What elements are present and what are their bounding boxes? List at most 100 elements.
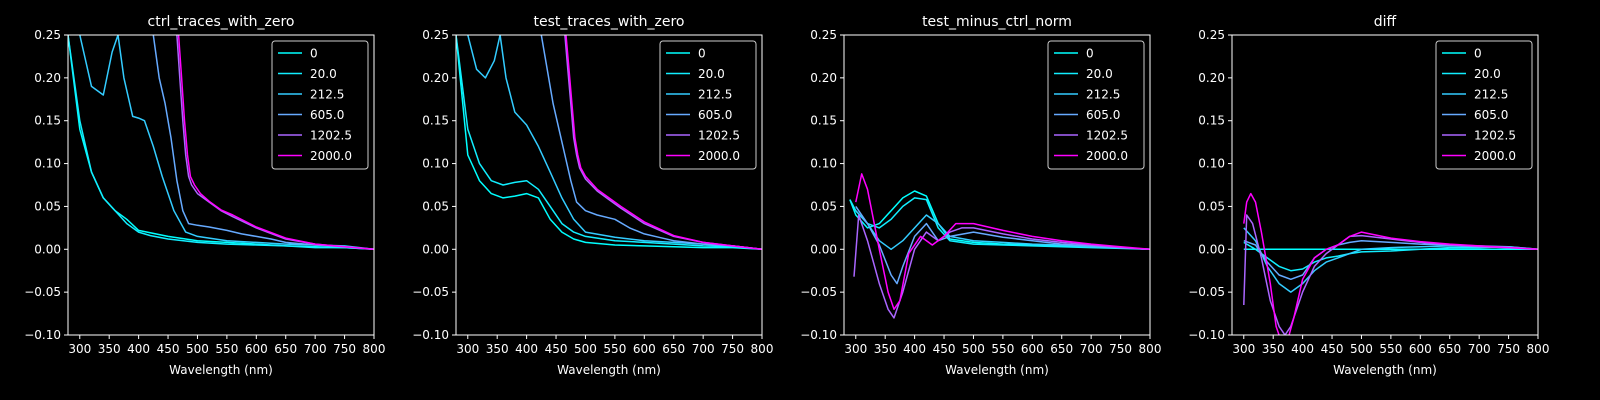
y-tick-label: 0.00	[1198, 242, 1225, 256]
y-tick-label: 0.15	[1198, 114, 1225, 128]
legend-label: 212.5	[1474, 88, 1508, 102]
series-line-4	[1243, 214, 1538, 335]
legend-label: 605.0	[1086, 108, 1120, 122]
legend-label: 1202.5	[1086, 129, 1128, 143]
x-tick-label: 450	[1321, 342, 1344, 356]
x-tick-label: 600	[1021, 342, 1044, 356]
x-tick-label: 800	[1139, 342, 1162, 356]
chart-title: test_traces_with_zero	[534, 14, 685, 30]
axes-frame	[67, 34, 375, 336]
x-tick-label: 700	[692, 342, 715, 356]
x-tick-label: 700	[1468, 342, 1491, 356]
legend: 0 20.0 212.5 605.0 1202.5 2000.0	[659, 40, 757, 170]
y-tick-label: 0.10	[34, 157, 61, 171]
y-tick-label: 0.05	[1198, 199, 1225, 213]
legend-label: 1202.5	[1474, 129, 1516, 143]
y-tick-label: 0.25	[34, 28, 61, 42]
series-group	[456, 35, 762, 251]
y-tick-label: 0.25	[810, 28, 837, 42]
chart-panel-2: 300 350 400 450 500 550 600 650 700 750 800 −0.10 −0…	[800, 14, 1161, 377]
x-axis-label: Wavelength (nm)	[945, 363, 1049, 377]
x-tick-label: 450	[157, 342, 180, 356]
series-line-5	[855, 173, 1150, 311]
x-tick-label: 400	[903, 342, 926, 356]
x-tick-label: 650	[1050, 342, 1073, 356]
series-line-5	[1243, 192, 1538, 335]
y-tick-label: 0.00	[422, 242, 449, 256]
x-tick-label: 600	[633, 342, 656, 356]
x-tick-label: 650	[662, 342, 685, 356]
series-line-3	[152, 35, 374, 251]
x-tick-label: 750	[721, 342, 744, 356]
series-line-1	[68, 35, 374, 251]
legend-label: 1202.5	[310, 129, 352, 143]
legend-label: 212.5	[698, 88, 732, 102]
x-tick-label: 400	[127, 342, 150, 356]
x-tick-label: 550	[215, 342, 238, 356]
y-tick-label: −0.05	[412, 285, 449, 299]
series-line-2	[467, 35, 762, 251]
series-group	[849, 173, 1150, 319]
x-tick-label: 500	[574, 342, 597, 356]
x-tick-label: 500	[186, 342, 209, 356]
chart-title: test_minus_ctrl_norm	[922, 14, 1072, 30]
y-tick-label: −0.05	[1188, 285, 1225, 299]
x-tick-label: 750	[333, 342, 356, 356]
series-line-0	[849, 190, 1150, 251]
y-tick-label: 0.25	[422, 28, 449, 42]
series-line-2	[855, 210, 1150, 251]
legend-label: 2000.0	[1474, 149, 1516, 163]
legend-label: 20.0	[698, 67, 725, 81]
legend-label: 20.0	[1474, 67, 1501, 81]
x-tick-label: 800	[751, 342, 774, 356]
legend-label: 605.0	[698, 108, 732, 122]
y-tick-label: −0.05	[24, 285, 61, 299]
y-tick-label: 0.15	[810, 114, 837, 128]
series-line-5	[177, 35, 374, 251]
x-tick-label: 350	[486, 342, 509, 356]
x-tick-label: 450	[545, 342, 568, 356]
chart-panel-3: 300 350 400 450 500 550 600 650 700 750 800 −0.10 −0…	[1188, 14, 1549, 377]
legend-label: 2000.0	[698, 149, 740, 163]
x-tick-label: 300	[1232, 342, 1255, 356]
x-tick-label: 750	[1109, 342, 1132, 356]
x-tick-label: 500	[962, 342, 985, 356]
legend-label: 212.5	[310, 88, 344, 102]
x-tick-label: 400	[515, 342, 538, 356]
x-tick-label: 550	[991, 342, 1014, 356]
series-line-2	[79, 35, 374, 251]
x-tick-label: 650	[274, 342, 297, 356]
y-tick-label: −0.10	[1188, 328, 1225, 342]
x-axis-label: Wavelength (nm)	[169, 363, 273, 377]
y-tick-label: 0.05	[422, 199, 449, 213]
x-tick-label: 350	[874, 342, 897, 356]
x-tick-label: 600	[1409, 342, 1432, 356]
y-tick-label: −0.05	[800, 285, 837, 299]
y-tick-label: 0.20	[422, 71, 449, 85]
x-tick-label: 400	[1291, 342, 1314, 356]
series-group	[68, 35, 374, 251]
x-tick-label: 450	[933, 342, 956, 356]
series-line-0	[456, 35, 762, 251]
axes-frame	[843, 34, 1151, 336]
x-tick-label: 750	[1497, 342, 1520, 356]
y-tick-label: 0.00	[34, 242, 61, 256]
x-tick-label: 300	[68, 342, 91, 356]
x-tick-label: 350	[98, 342, 121, 356]
legend-label: 605.0	[1474, 108, 1508, 122]
series-line-5	[565, 35, 762, 251]
y-tick-label: 0.20	[810, 71, 837, 85]
x-tick-label: 300	[456, 342, 479, 356]
x-tick-label: 300	[844, 342, 867, 356]
y-tick-label: 0.10	[422, 157, 449, 171]
legend-label: 20.0	[1086, 67, 1113, 81]
series-line-1	[456, 35, 762, 251]
x-tick-label: 800	[1527, 342, 1550, 356]
series-line-3	[540, 35, 762, 251]
y-tick-label: 0.10	[810, 157, 837, 171]
legend: 0 20.0 212.5 605.0 1202.5 2000.0	[1435, 40, 1533, 170]
x-tick-label: 600	[245, 342, 268, 356]
x-axis-label: Wavelength (nm)	[1333, 363, 1437, 377]
y-tick-label: 0.05	[810, 199, 837, 213]
